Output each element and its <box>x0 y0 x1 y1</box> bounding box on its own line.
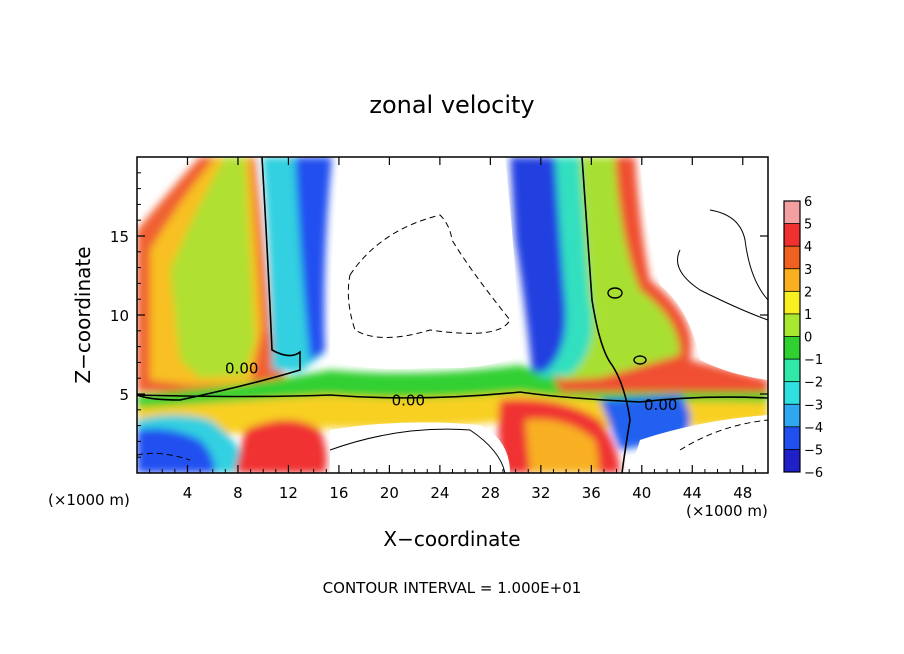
colorbar-swatch <box>784 449 800 473</box>
contour-label: 0.00 <box>392 391 425 409</box>
colorbar-swatch <box>784 426 800 450</box>
colorbar-swatch <box>784 223 800 247</box>
colorbar-label: 5 <box>804 218 812 233</box>
x-tick-label: 28 <box>481 484 500 502</box>
colorbar-swatch <box>784 313 800 337</box>
x-tick-label: 12 <box>279 484 298 502</box>
colorbar-label: 0 <box>804 331 812 346</box>
colorbar-label: −6 <box>804 466 823 481</box>
x-tick-label: 48 <box>733 484 752 502</box>
x-tick-label: 4 <box>183 484 193 502</box>
x-tick-label: 32 <box>531 484 550 502</box>
colorbar-swatch <box>784 381 800 405</box>
colorbar-label: −4 <box>804 421 823 436</box>
colorbar-label: 1 <box>804 308 812 323</box>
colorbar-swatch <box>784 291 800 315</box>
y-tick-label: 5 <box>119 386 129 404</box>
colorbar-swatch <box>784 336 800 360</box>
colorbar-label: −2 <box>804 376 823 391</box>
y-tick-label: 15 <box>110 228 129 246</box>
colorbar-label: −1 <box>804 353 823 368</box>
contour-interval-footer: CONTOUR INTERVAL = 1.000E+01 <box>323 579 582 597</box>
chart-title: zonal velocity <box>369 91 534 119</box>
x-tick-label: 8 <box>233 484 243 502</box>
x-tick-label: 40 <box>632 484 651 502</box>
x-axis: 4 8 12 16 20 24 28 32 36 40 44 48 <box>149 157 756 502</box>
colorbar-label: 3 <box>804 263 812 278</box>
x-axis-label: X−coordinate <box>383 527 520 551</box>
colorbar-swatch <box>784 201 800 225</box>
x-tick-label: 36 <box>582 484 601 502</box>
colorbar-swatch <box>784 404 800 428</box>
colorbar-swatch <box>784 246 800 270</box>
colorbar-label: −5 <box>804 443 823 458</box>
colorbar: 6 5 4 3 2 1 0 −1 −2 −3 −4 −5 −6 <box>783 195 823 481</box>
x-tick-label: 20 <box>380 484 399 502</box>
x-tick-label: 16 <box>329 484 348 502</box>
colorbar-swatch <box>784 268 800 292</box>
y-axis: 5 10 15 <box>110 172 768 458</box>
colorbar-swatch <box>784 359 800 383</box>
contour-label: 0.00 <box>225 360 258 378</box>
colorbar-label: −3 <box>804 398 823 413</box>
colorbar-label: 6 <box>804 195 812 210</box>
plot-area <box>137 157 768 473</box>
x-unit-left: (×1000 m) <box>48 491 130 509</box>
x-unit-right: (×1000 m) <box>686 502 768 520</box>
x-tick-label: 44 <box>683 484 702 502</box>
velocity-field <box>137 157 768 473</box>
x-tick-label: 24 <box>430 484 449 502</box>
contour-label: 0.00 <box>644 396 677 414</box>
contour-labels: 0.00 0.00 0.00 <box>225 360 677 414</box>
y-axis-label: Z−coordinate <box>71 246 95 383</box>
y-tick-label: 10 <box>110 307 129 325</box>
colorbar-label: 4 <box>804 240 812 255</box>
colorbar-label: 2 <box>804 285 812 300</box>
